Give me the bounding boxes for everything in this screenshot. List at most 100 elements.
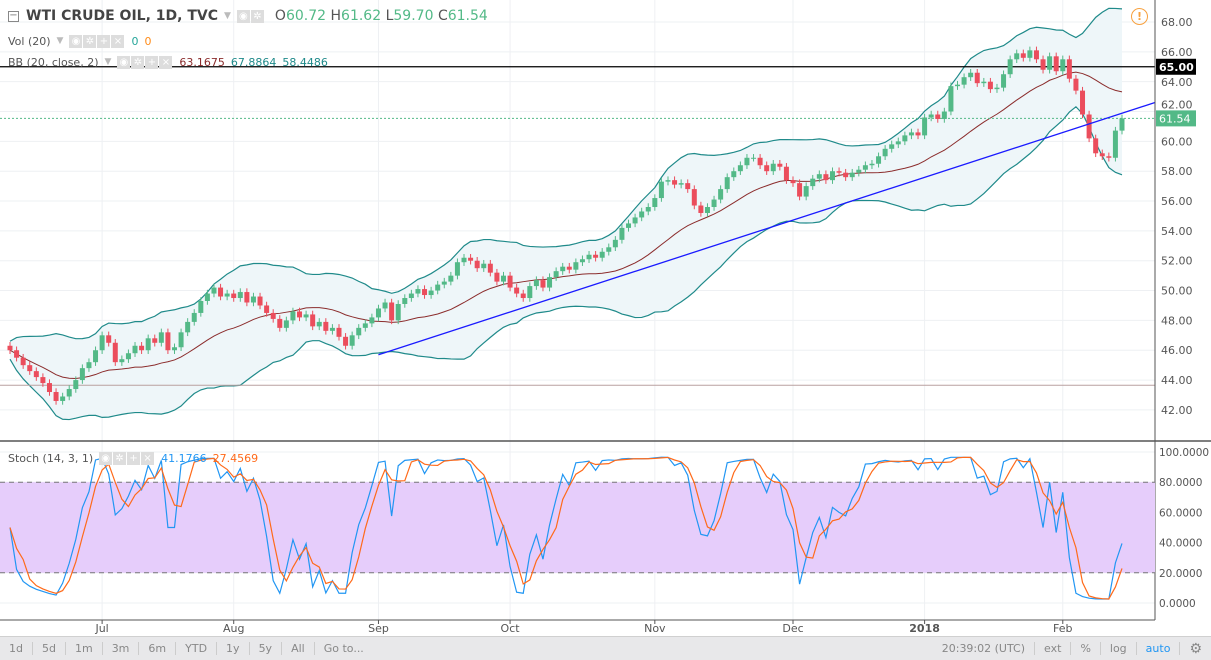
goto-button[interactable]: Go to... xyxy=(323,642,364,655)
candle-body xyxy=(435,284,441,291)
candle-body xyxy=(33,371,39,378)
candle xyxy=(724,173,730,193)
candle-body xyxy=(948,86,954,112)
range-1m[interactable]: 1m xyxy=(66,642,103,655)
range-6m[interactable]: 6m xyxy=(139,642,177,655)
candle xyxy=(250,292,256,307)
range-1y[interactable]: 1y xyxy=(217,642,250,655)
bb-legend: BB (20, close, 2) ▼ ◉ ✲ + × 63.1675 67.8864 … xyxy=(8,55,328,69)
eye-icon[interactable]: ◉ xyxy=(117,56,131,69)
candle-body xyxy=(869,163,875,166)
candle-body xyxy=(165,332,171,351)
candle-body xyxy=(540,280,546,288)
close-icon[interactable]: × xyxy=(111,35,125,48)
candle-body xyxy=(99,335,105,351)
plus-icon[interactable]: + xyxy=(145,56,159,69)
candle-body xyxy=(198,301,204,313)
collapse-icon[interactable]: − xyxy=(8,9,19,22)
candle-body xyxy=(922,117,928,136)
range-1d[interactable]: 1d xyxy=(0,642,33,655)
candle-body xyxy=(632,217,638,224)
candle-body xyxy=(132,345,138,354)
gear-icon[interactable]: ✲ xyxy=(131,56,145,69)
candle xyxy=(468,254,474,265)
candle-body xyxy=(566,266,572,270)
candle-body xyxy=(402,298,408,304)
candle xyxy=(685,179,691,193)
candle xyxy=(106,331,112,347)
plus-icon[interactable]: + xyxy=(97,35,111,48)
price-tick-label: 66.00 xyxy=(1161,46,1193,59)
range-all[interactable]: All xyxy=(282,642,315,655)
chevron-down-icon[interactable]: ▼ xyxy=(104,57,112,67)
candle-body xyxy=(211,287,217,294)
candle xyxy=(20,353,26,369)
candle-body xyxy=(981,81,987,84)
range-ytd[interactable]: YTD xyxy=(176,642,218,655)
auto-toggle[interactable]: auto xyxy=(1137,642,1181,655)
candle-body xyxy=(356,327,362,336)
candle xyxy=(158,328,164,347)
candle-body xyxy=(86,362,92,369)
chevron-down-icon[interactable]: ▼ xyxy=(224,11,231,21)
candle xyxy=(14,346,20,362)
stoch-label[interactable]: Stoch (14, 3, 1) xyxy=(8,451,94,465)
gear-icon[interactable]: ✲ xyxy=(83,35,97,48)
candle-body xyxy=(191,312,197,322)
vol-label[interactable]: Vol (20) xyxy=(8,34,51,48)
candle xyxy=(579,255,585,266)
log-toggle[interactable]: log xyxy=(1101,642,1137,655)
eye-icon[interactable]: ◉ xyxy=(69,35,83,48)
candle xyxy=(619,224,625,244)
stoch-tick-label: 40.0000 xyxy=(1159,538,1202,550)
candle xyxy=(829,167,835,184)
chevron-down-icon[interactable]: ▼ xyxy=(56,36,64,46)
candle xyxy=(566,262,572,274)
gear-icon[interactable]: ✲ xyxy=(250,10,264,23)
percent-toggle[interactable]: % xyxy=(1071,642,1101,655)
candle xyxy=(527,282,533,302)
horizontal-line-price-label: 65.00 xyxy=(1159,61,1194,74)
range-3m[interactable]: 3m xyxy=(103,642,140,655)
gear-icon[interactable]: ✲ xyxy=(113,452,127,465)
candle-body xyxy=(481,263,487,269)
candle-body xyxy=(93,350,99,363)
open-label: O xyxy=(274,8,286,24)
candle xyxy=(487,259,493,277)
bb-label[interactable]: BB (20, close, 2) xyxy=(8,55,99,69)
candle xyxy=(968,68,974,81)
candle-body xyxy=(974,72,980,84)
range-5y[interactable]: 5y xyxy=(250,642,283,655)
candle xyxy=(935,110,941,123)
alert-icon[interactable]: ! xyxy=(1131,8,1148,25)
ext-toggle[interactable]: ext xyxy=(1035,642,1072,655)
candle-body xyxy=(408,293,414,299)
candle-body xyxy=(316,321,322,327)
candle-body xyxy=(1060,59,1066,72)
candle-body xyxy=(862,165,868,170)
candle-body xyxy=(125,353,131,360)
settings-gear-icon[interactable]: ⚙ xyxy=(1189,640,1202,657)
close-value: 61.54 xyxy=(447,8,488,24)
symbol-title[interactable]: WTI CRUDE OIL, 1D, TVC xyxy=(26,8,218,24)
candle-body xyxy=(823,174,829,181)
candle xyxy=(764,161,770,175)
candle xyxy=(422,285,428,299)
candle-body xyxy=(928,114,934,118)
close-icon[interactable]: × xyxy=(159,56,173,69)
eye-icon[interactable]: ◉ xyxy=(236,10,250,23)
range-5d[interactable]: 5d xyxy=(33,642,66,655)
candle xyxy=(27,361,33,375)
eye-icon[interactable]: ◉ xyxy=(99,452,113,465)
candle xyxy=(264,301,270,317)
chart-canvas[interactable]: 42.00 44.00 46.00 48.00 50.00 52.00 54.00 56.00… xyxy=(0,0,1211,636)
close-icon[interactable]: × xyxy=(141,452,155,465)
candle xyxy=(612,236,618,252)
candle-body xyxy=(264,305,270,313)
candle-body xyxy=(297,311,303,318)
stoch-tick-label: 0.0000 xyxy=(1159,598,1196,610)
candle xyxy=(152,334,158,347)
candle-body xyxy=(704,207,710,213)
plus-icon[interactable]: + xyxy=(127,452,141,465)
candle-body xyxy=(547,277,553,288)
